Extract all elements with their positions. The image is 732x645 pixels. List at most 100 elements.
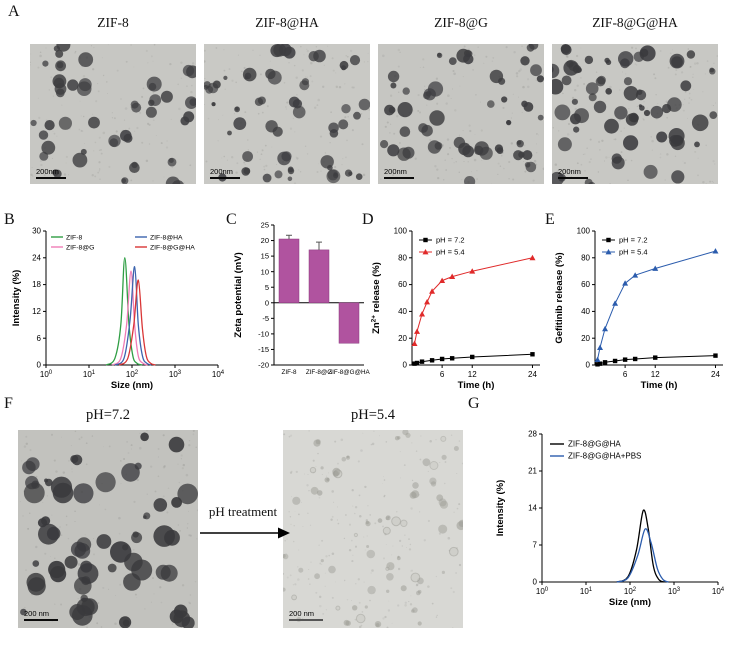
- scale-bar-f1-line: [24, 618, 58, 621]
- ph54-title: pH=5.4: [350, 407, 396, 423]
- svg-text:Size (nm): Size (nm): [111, 380, 153, 391]
- scale-bar-a3-text: 200nm: [384, 167, 407, 176]
- ph-treatment-label: pH treatment: [208, 504, 278, 519]
- svg-text:-10: -10: [258, 329, 269, 338]
- dls-size-chart: 0 6 12 18 24 30 Intensity (%) 100 101 102 103 104 Si…: [11, 227, 225, 391]
- svg-text:20: 20: [261, 236, 269, 245]
- panel-label-a: A: [8, 3, 20, 20]
- svg-text:ZIF-8@HA: ZIF-8@HA: [150, 234, 183, 241]
- zn-release-chart: 0 20 40 60 80 100 Zn2+ release (%) Time (h) 6 12 2…: [371, 227, 540, 391]
- svg-text:101: 101: [83, 370, 96, 379]
- scale-bar-f1: 200 nm: [24, 610, 58, 621]
- svg-text:40: 40: [581, 307, 590, 316]
- svg-text:12: 12: [651, 370, 660, 379]
- panel-label-f: F: [4, 395, 13, 412]
- zeta-potential-chart: -20 -15 -10 -5 0 5 10 15 20 25 Zeta potential (mV)…: [233, 221, 370, 376]
- svg-text:24: 24: [32, 253, 41, 262]
- svg-text:pH = 5.4: pH = 5.4: [619, 248, 648, 257]
- panel-label-g: G: [468, 395, 480, 412]
- svg-text:24: 24: [711, 370, 720, 379]
- svg-text:6: 6: [37, 334, 42, 343]
- svg-text:-20: -20: [258, 361, 269, 370]
- tem-title-zif8-g-ha: ZIF-8@G@HA: [592, 15, 678, 30]
- panel-label-c: C: [226, 211, 237, 228]
- ph-treatment-arrow: [200, 527, 290, 539]
- scale-bar-a2-text: 200nm: [210, 167, 233, 176]
- scale-bar-a4-text: 200nm: [558, 167, 581, 176]
- svg-text:10: 10: [261, 267, 269, 276]
- svg-text:ZIF-8@G@HA+PBS: ZIF-8@G@HA+PBS: [568, 452, 641, 461]
- tem-title-zif8-ha: ZIF-8@HA: [255, 15, 319, 30]
- scale-bar-a3: 200nm: [384, 168, 414, 179]
- svg-text:103: 103: [668, 587, 681, 596]
- panel-label-d: D: [362, 211, 374, 228]
- scale-bar-f2-text: 200 nm: [289, 609, 315, 618]
- svg-text:0: 0: [403, 361, 408, 370]
- svg-text:20: 20: [398, 334, 407, 343]
- svg-text:100: 100: [577, 227, 591, 236]
- svg-text:0: 0: [265, 298, 269, 307]
- scale-bar-a1-line: [36, 176, 66, 179]
- svg-text:ZIF-8@G@HA: ZIF-8@G@HA: [568, 440, 621, 449]
- svg-text:Intensity (%): Intensity (%): [495, 480, 506, 536]
- svg-text:ZIF-8: ZIF-8: [66, 234, 82, 241]
- scale-bar-a2: 200nm: [210, 168, 240, 179]
- gefitinib-release-chart: 0 20 40 60 80 100 Gefitinib release (%) Time (h…: [554, 227, 723, 391]
- svg-text:60: 60: [398, 280, 407, 289]
- svg-text:12: 12: [32, 307, 41, 316]
- svg-text:pH = 7.2: pH = 7.2: [619, 236, 648, 245]
- svg-text:Size (nm): Size (nm): [609, 597, 651, 608]
- svg-text:80: 80: [581, 253, 590, 262]
- svg-text:24: 24: [528, 370, 537, 379]
- svg-text:80: 80: [398, 253, 407, 262]
- svg-text:104: 104: [712, 587, 725, 596]
- svg-text:12: 12: [468, 370, 477, 379]
- svg-text:Time (h): Time (h): [641, 380, 678, 391]
- svg-text:28: 28: [528, 430, 537, 439]
- svg-text:7: 7: [533, 541, 538, 550]
- svg-text:Gefitinib release (%): Gefitinib release (%): [554, 252, 565, 343]
- svg-text:ZIF-8: ZIF-8: [281, 369, 297, 376]
- scale-bar-a1: 200nm: [36, 168, 66, 179]
- scale-bar-a4: 200nm: [558, 168, 588, 179]
- tem-image-zif8-g-ha: [552, 44, 718, 184]
- tem-image-ph54: [283, 430, 463, 628]
- panel-label-b: B: [4, 211, 15, 228]
- svg-text:18: 18: [32, 280, 41, 289]
- svg-text:30: 30: [32, 227, 41, 236]
- svg-text:14: 14: [528, 504, 537, 513]
- scale-bar-a1-text: 200nm: [36, 167, 59, 176]
- svg-text:21: 21: [528, 467, 537, 476]
- panel-label-e: E: [545, 211, 555, 228]
- svg-text:40: 40: [398, 307, 407, 316]
- scale-bar-f1-text: 200 nm: [24, 609, 50, 618]
- svg-text:pH = 7.2: pH = 7.2: [436, 236, 465, 245]
- tem-title-zif8-g: ZIF-8@G: [434, 15, 488, 30]
- svg-text:ZIF-8@G: ZIF-8@G: [66, 244, 94, 251]
- svg-text:pH = 5.4: pH = 5.4: [436, 248, 465, 257]
- scale-bar-a4-line: [558, 176, 588, 179]
- svg-text:-5: -5: [262, 314, 269, 323]
- svg-text:100: 100: [40, 370, 53, 379]
- svg-text:100: 100: [536, 587, 549, 596]
- tem-image-zif8-ha: [204, 44, 370, 184]
- svg-text:Zeta potential (mV): Zeta potential (mV): [233, 252, 244, 338]
- svg-text:15: 15: [261, 252, 269, 261]
- svg-text:60: 60: [581, 280, 590, 289]
- svg-text:25: 25: [261, 221, 269, 230]
- svg-text:ZIF-8@G@HA: ZIF-8@G@HA: [328, 369, 370, 376]
- svg-text:ZIF-8@G@HA: ZIF-8@G@HA: [150, 244, 195, 251]
- svg-text:6: 6: [623, 370, 628, 379]
- svg-text:20: 20: [581, 334, 590, 343]
- svg-text:103: 103: [169, 370, 182, 379]
- svg-text:ZIF-8@G: ZIF-8@G: [306, 369, 332, 376]
- svg-text:102: 102: [624, 587, 637, 596]
- svg-text:-15: -15: [258, 345, 269, 354]
- scale-bar-f2-line: [289, 618, 323, 621]
- svg-text:6: 6: [440, 370, 445, 379]
- svg-text:5: 5: [265, 283, 269, 292]
- svg-text:100: 100: [394, 227, 408, 236]
- svg-text:Zn2+ release (%): Zn2+ release (%): [371, 262, 383, 334]
- tem-title-zif8: ZIF-8: [97, 15, 129, 30]
